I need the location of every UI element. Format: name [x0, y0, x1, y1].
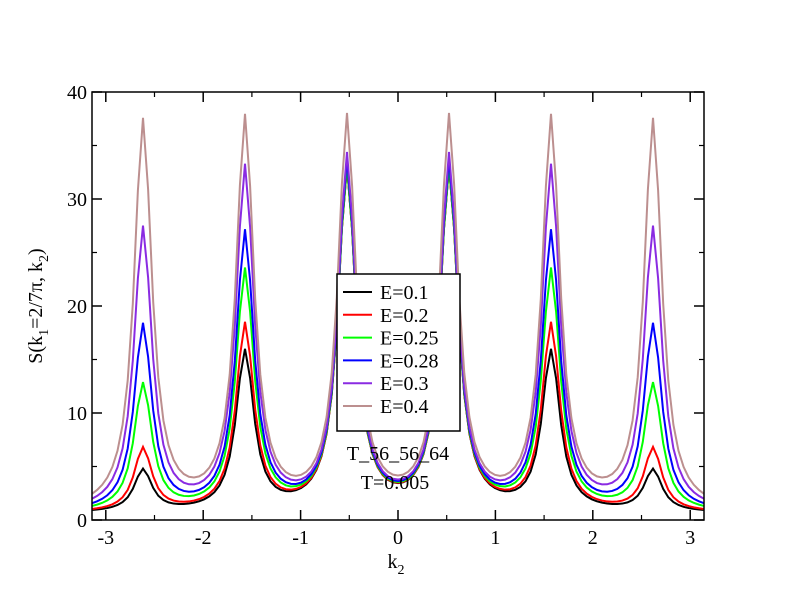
y-tick-label: 30	[67, 189, 87, 211]
y-tick-label: 20	[67, 296, 87, 318]
legend-label: E=0.25	[380, 328, 439, 350]
x-tick-label: 0	[393, 527, 403, 549]
x-tick-label: 3	[685, 527, 695, 549]
annotation-run-label: T_56_56_64	[347, 443, 449, 465]
series-line-4	[91, 151, 705, 500]
series-layer	[91, 112, 705, 512]
y-axis-label: S(k1=2/7π, k2)	[25, 248, 52, 363]
series-line-5	[91, 112, 705, 495]
series-line-2	[91, 164, 705, 507]
x-tick-label: -3	[97, 527, 114, 549]
legend: E=0.1E=0.2E=0.25E=0.28E=0.3E=0.4	[336, 273, 461, 432]
legend-label: E=0.3	[380, 373, 429, 395]
series-line-3	[91, 158, 705, 505]
x-tick-label: -1	[292, 527, 309, 549]
legend-label: E=0.28	[380, 350, 439, 372]
legend-box	[336, 273, 461, 432]
y-tick-label: 0	[77, 510, 87, 532]
legend-label: E=0.4	[380, 396, 429, 418]
x-tick-label: 1	[490, 527, 500, 549]
legend-items: E=0.1E=0.2E=0.25E=0.28E=0.3E=0.4	[343, 282, 439, 418]
x-tick-label: -2	[195, 527, 212, 549]
x-tick-label: 2	[588, 527, 598, 549]
y-tick-label: 40	[67, 82, 87, 104]
y-tick-label: 10	[67, 403, 87, 425]
annotation-temperature: T=0.005	[361, 472, 430, 494]
legend-label: E=0.1	[380, 282, 429, 304]
legend-label: E=0.2	[380, 305, 429, 327]
x-axis-label: k2	[388, 551, 405, 578]
